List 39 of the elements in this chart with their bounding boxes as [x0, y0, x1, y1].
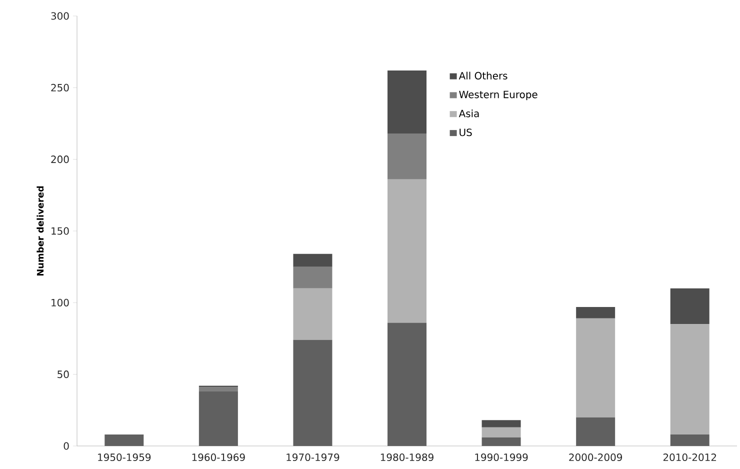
y-tick-label: 250 [51, 84, 69, 92]
y-tick-label: 150 [52, 227, 69, 235]
x-tick-label: 1970-1979 [286, 453, 340, 462]
y-tick-label: 100 [52, 298, 69, 306]
y-tick-label: 300 [51, 12, 69, 20]
legend-label: US [460, 128, 472, 136]
bar [293, 266, 332, 288]
x-tick-label: 2000-2009 [569, 453, 622, 462]
bar [388, 70, 427, 134]
y-tick-label: 200 [51, 156, 69, 164]
x-tick-label: 1960-1969 [192, 453, 245, 462]
bar [104, 434, 144, 446]
x-tick-label: 1980-1989 [380, 453, 434, 462]
x-tick-label: 2010-2012 [663, 453, 716, 462]
bar [670, 288, 710, 324]
bar [198, 387, 238, 392]
legend-label: All Others [458, 72, 508, 80]
x-tick-label: 1990-1999 [475, 453, 528, 462]
bar [388, 322, 427, 446]
bar [670, 324, 710, 435]
bar [482, 420, 521, 428]
bar [388, 134, 427, 180]
y-tick-label: 50 [58, 370, 69, 378]
x-tick-label: 1950-1959 [98, 453, 151, 462]
legend-label: Asia [458, 110, 479, 118]
y-tick-label: 0 [64, 442, 69, 450]
bar [293, 340, 332, 446]
bar [576, 417, 616, 446]
bar [388, 179, 427, 323]
y-axis-title: Number delivered [36, 186, 44, 276]
bar [482, 437, 521, 446]
bar [482, 427, 521, 438]
bar [670, 434, 710, 446]
bar [576, 318, 616, 418]
bar [576, 306, 616, 318]
bar [198, 392, 238, 446]
bar [293, 254, 332, 267]
bar [293, 288, 332, 340]
legend-label: Western Europe [459, 90, 538, 100]
